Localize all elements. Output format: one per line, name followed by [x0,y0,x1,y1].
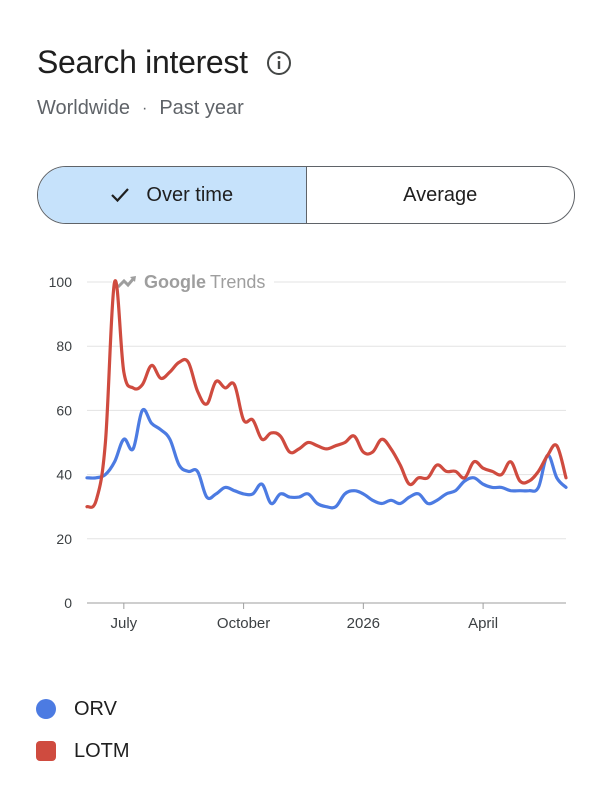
x-axis-labels: July October 2026 April [111,615,499,632]
watermark-background [112,270,274,296]
over-time-label: Over time [146,183,234,206]
legend: ORV LOTM [36,688,130,772]
trends-logo-icon [116,277,136,289]
series-lines [85,279,568,510]
watermark-product: Trends [210,272,265,292]
region-label: Worldwide [37,97,130,119]
x-tick-label: April [468,615,498,632]
separator-dot: · [142,99,148,117]
y-tick-label: 60 [56,402,72,418]
x-tick-label: 2026 [347,615,380,632]
legend-label-orv: ORV [74,697,117,720]
line-chart: 0 20 40 60 80 100 July October 2026 April Google… [49,270,568,632]
legend-item-orv[interactable]: ORV [36,688,130,730]
y-tick-label: 80 [56,338,72,354]
y-tick-label: 40 [56,467,72,483]
average-button[interactable]: Average [307,167,575,223]
watermark: Google Trends [112,270,274,296]
orv-swatch [36,699,56,719]
title-row: Search interest [37,44,292,81]
trends-logo-arrow [130,276,136,282]
watermark-text: Google Trends [144,272,265,292]
watermark-brand: Google [144,272,206,292]
legend-item-lotm[interactable]: LOTM [36,730,130,772]
legend-label-lotm: LOTM [74,739,130,762]
y-tick-label: 0 [64,595,72,611]
x-axis [87,602,566,609]
over-time-button[interactable]: Over time [38,167,307,223]
average-label: Average [403,183,478,206]
grid-lines [87,281,566,540]
lotm-swatch [36,741,56,761]
info-icon[interactable] [266,50,292,76]
page-title: Search interest [37,44,248,80]
check-icon [111,188,130,203]
subtitle: Worldwide · Past year [37,97,292,120]
y-axis-labels: 0 20 40 60 80 100 [49,274,73,611]
series-line-lotm [85,279,568,509]
x-tick-label: October [217,615,270,632]
y-tick-label: 100 [49,274,73,290]
period-label: Past year [159,97,244,119]
view-toggle: Over time Average [37,166,575,224]
header: Search interest Worldwide · Past year [37,44,292,120]
y-tick-label: 20 [56,531,72,547]
series-line-orv [85,407,568,510]
x-tick-label: July [111,615,138,632]
